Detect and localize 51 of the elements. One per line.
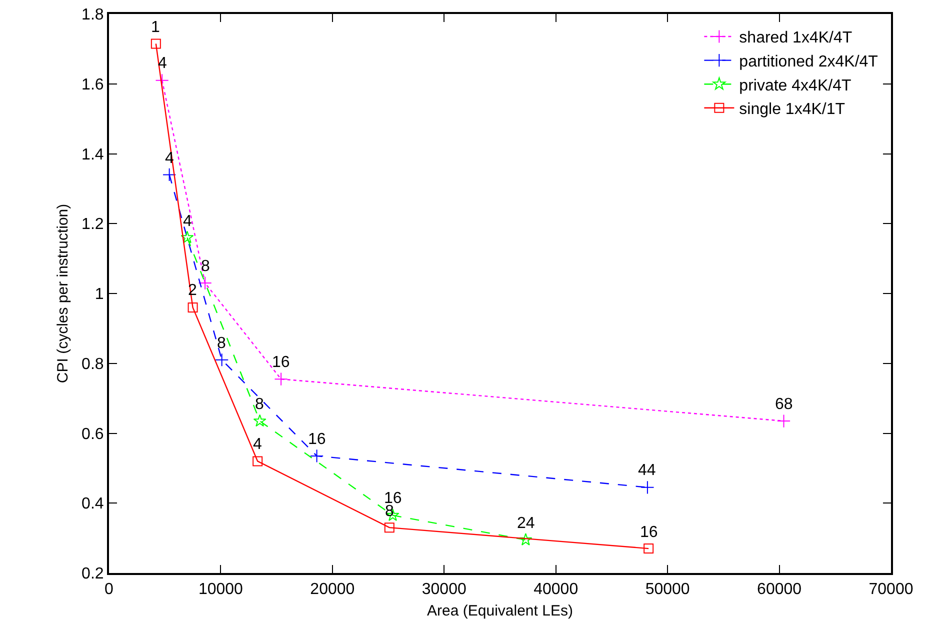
annotation: 16 — [272, 354, 290, 371]
point — [215, 353, 229, 367]
y-tick-label: 0.4 — [82, 496, 104, 513]
legend-label: shared 1x4K/4T — [739, 30, 852, 47]
legend-label: single 1x4K/1T — [739, 101, 846, 118]
y-tick-label: 1 — [94, 286, 104, 304]
point — [253, 414, 266, 427]
y-tick-label: 0.2 — [82, 566, 104, 583]
point — [188, 302, 198, 312]
point — [180, 230, 194, 244]
point — [198, 276, 212, 290]
annotation: 68 — [775, 396, 793, 413]
annotation: 24 — [517, 515, 535, 532]
y-tick-label: 0.8 — [82, 356, 104, 373]
point — [384, 522, 394, 533]
x-tick-label: 0 — [104, 581, 114, 598]
annotation: 16 — [308, 431, 326, 448]
point — [640, 480, 654, 494]
x-tick-label: 50000 — [645, 581, 690, 598]
point — [644, 544, 654, 554]
y-tick-label: 0.6 — [82, 426, 104, 443]
annotation: 44 — [638, 462, 656, 479]
point — [150, 38, 161, 49]
x-tick-label: 70000 — [868, 581, 914, 598]
x-tick-label: 10000 — [198, 581, 244, 598]
x-tick-label: 20000 — [310, 581, 355, 598]
x-tick-label: 40000 — [534, 581, 578, 598]
annotation: 8 — [217, 335, 226, 352]
x-tick-label: 30000 — [422, 581, 466, 598]
annotation: 4 — [183, 213, 192, 230]
y-tick-label: 1.8 — [82, 6, 104, 24]
point — [274, 372, 288, 386]
y-tick-label: 1.4 — [82, 146, 104, 164]
point — [776, 414, 791, 428]
annotation: 1 — [151, 19, 160, 36]
annotation: 8 — [255, 396, 264, 413]
x-tick-label: 60000 — [757, 581, 802, 598]
annotation: 8 — [201, 258, 210, 275]
annotation: 16 — [640, 524, 658, 541]
legend-label: partitioned 2x4K/4T — [739, 54, 878, 71]
y-tick-label: 1.6 — [82, 76, 104, 94]
y-tick-label: 1.2 — [82, 216, 104, 234]
point — [162, 168, 176, 182]
point — [155, 74, 169, 88]
y-axis-title: CPI (cycles per instruction) — [54, 204, 72, 384]
point — [519, 533, 532, 546]
point — [252, 456, 263, 466]
legend-label: private 4x4K/4T — [739, 77, 852, 94]
annotation: 4 — [253, 436, 262, 453]
x-axis-title: Area (Equivalent LEs) — [427, 602, 573, 620]
point — [310, 449, 324, 463]
